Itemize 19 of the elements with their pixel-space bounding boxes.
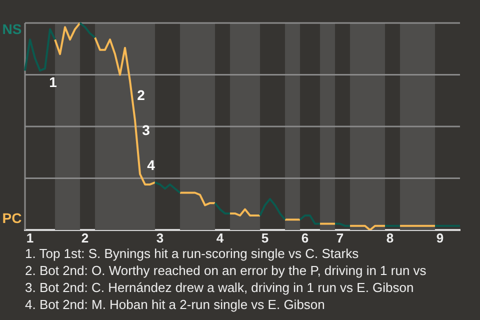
text: 3. Bot 2nd: C. Hernández drew a walk, driving in 1 run vs E. Gibson	[25, 279, 415, 296]
text: NS	[2, 21, 22, 37]
x-tick-label: 7	[336, 230, 344, 246]
text: 2. Bot 2nd: O. Worthy reached on an error by the P, driving in 1 run vs	[25, 262, 426, 279]
annotation: 2	[137, 87, 145, 103]
text: PC	[2, 210, 22, 226]
annotation: 1	[49, 74, 57, 90]
annotation: 4	[147, 157, 155, 173]
x-tick-label: 2	[81, 230, 89, 246]
text: 1. Top 1st: S. Bynings hit a run-scoring single vs C. Starks	[25, 245, 360, 262]
x-tick-label: 3	[156, 230, 164, 246]
x-tick-label: 4	[216, 230, 224, 246]
annotation: 3	[142, 122, 150, 138]
text: 4. Bot 2nd: M. Hoban hit a 2-run single vs E. Gibson	[25, 296, 326, 313]
x-tick-label: 5	[261, 230, 269, 246]
x-tick-label: 6	[301, 230, 309, 246]
x-tick-label: 1	[26, 230, 34, 246]
x-tick-label: 9	[436, 230, 444, 246]
x-tick-label: 8	[386, 230, 394, 246]
